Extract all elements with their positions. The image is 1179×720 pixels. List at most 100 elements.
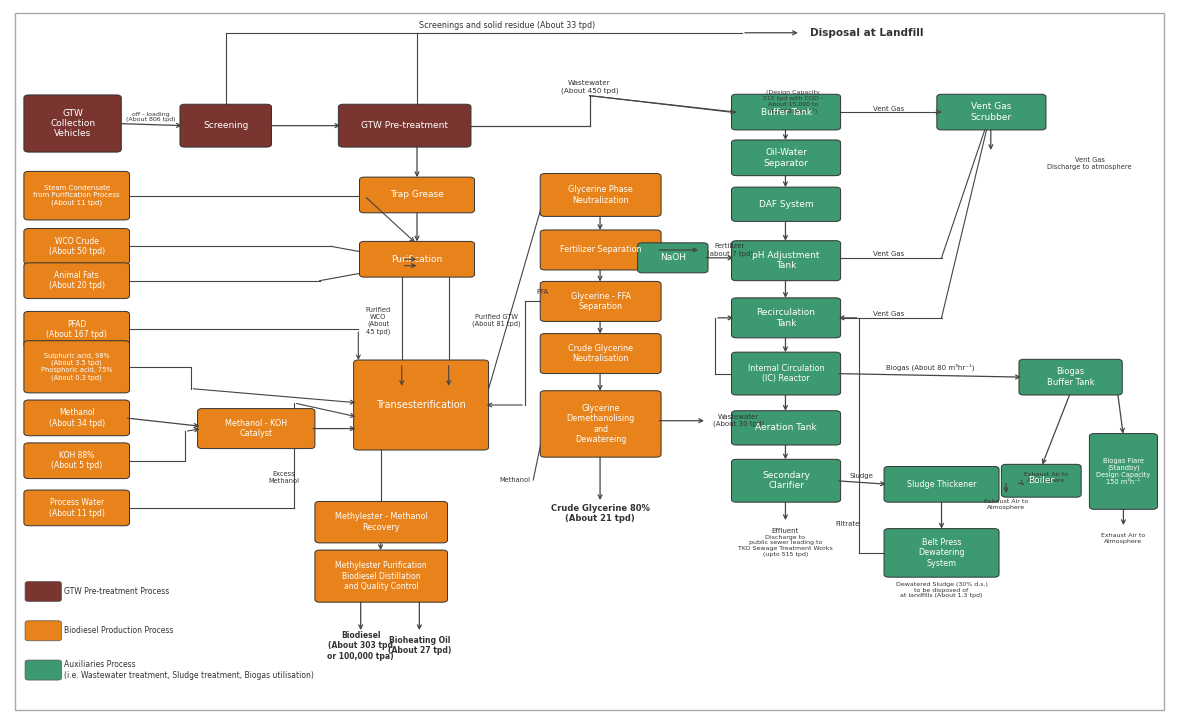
Text: Fertilizer Separation: Fertilizer Separation (560, 246, 641, 254)
Text: Biodiesel
(About 303 tpd
or 100,000 tpa): Biodiesel (About 303 tpd or 100,000 tpa) (328, 631, 394, 661)
FancyBboxPatch shape (540, 174, 661, 217)
FancyBboxPatch shape (24, 443, 130, 479)
Text: Crude Glycerine
Neutralisation: Crude Glycerine Neutralisation (568, 344, 633, 364)
FancyBboxPatch shape (937, 94, 1046, 130)
Text: Belt Press
Dewatering
System: Belt Press Dewatering System (918, 538, 964, 568)
Text: Aeration Tank: Aeration Tank (756, 423, 817, 433)
Text: Screenings and solid residue (About 33 tpd): Screenings and solid residue (About 33 t… (420, 21, 595, 30)
Text: FFA: FFA (536, 289, 548, 295)
Text: GTW Pre-treatment Process: GTW Pre-treatment Process (64, 587, 169, 596)
FancyBboxPatch shape (360, 241, 474, 277)
FancyBboxPatch shape (884, 528, 999, 577)
FancyBboxPatch shape (24, 95, 121, 152)
FancyBboxPatch shape (540, 230, 661, 270)
FancyBboxPatch shape (180, 104, 271, 147)
FancyBboxPatch shape (731, 140, 841, 176)
Text: Vent Gas: Vent Gas (874, 106, 904, 112)
FancyBboxPatch shape (315, 501, 448, 543)
Text: Glycerine Phase
Neutralization: Glycerine Phase Neutralization (568, 185, 633, 204)
Text: Vent Gas: Vent Gas (874, 251, 904, 257)
FancyBboxPatch shape (731, 459, 841, 502)
Text: Exhaust Air to
Atmosphere: Exhaust Air to Atmosphere (1101, 534, 1146, 544)
FancyBboxPatch shape (338, 104, 470, 147)
FancyBboxPatch shape (25, 582, 61, 601)
Text: Steam Condensate
from Purification Process
(About 11 tpd): Steam Condensate from Purification Proce… (33, 186, 120, 206)
Text: NaOH: NaOH (660, 253, 686, 262)
Text: Methanol - KOH
Catalyst: Methanol - KOH Catalyst (225, 419, 288, 438)
Text: Boiler: Boiler (1028, 476, 1054, 485)
Text: Purified
WCO
(About
45 tpd): Purified WCO (About 45 tpd) (365, 307, 391, 335)
Text: Purified GTW
(About 81 tpd): Purified GTW (About 81 tpd) (472, 314, 521, 328)
Text: Biogas (About 80 m³hr⁻¹): Biogas (About 80 m³hr⁻¹) (885, 364, 974, 371)
FancyBboxPatch shape (24, 490, 130, 526)
Text: Fertilizer
(about 7 tpd): Fertilizer (about 7 tpd) (707, 243, 753, 257)
Text: DAF System: DAF System (759, 199, 814, 209)
FancyBboxPatch shape (354, 360, 488, 450)
Text: GTW Pre-treatment: GTW Pre-treatment (361, 121, 448, 130)
Text: Biogas Flare
(Standby)
Design Capacity
150 m³h⁻¹: Biogas Flare (Standby) Design Capacity 1… (1096, 458, 1151, 485)
Text: Transesterification: Transesterification (376, 400, 466, 410)
Text: Effluent: Effluent (772, 528, 799, 534)
Text: Dewatered Sludge (30% d.s.)
to be disposed of
at landfills (About 1.3 tpd): Dewatered Sludge (30% d.s.) to be dispos… (896, 582, 988, 598)
Text: GTW
Collection
Vehicles: GTW Collection Vehicles (50, 109, 95, 138)
Text: Sludge: Sludge (850, 473, 874, 479)
FancyBboxPatch shape (24, 228, 130, 264)
Text: Process Water
(About 11 tpd): Process Water (About 11 tpd) (48, 498, 105, 518)
Text: Glycerine - FFA
Separation: Glycerine - FFA Separation (571, 292, 631, 311)
FancyBboxPatch shape (540, 333, 661, 374)
Text: off - loading
(About 806 tpd): off - loading (About 806 tpd) (126, 112, 176, 122)
FancyBboxPatch shape (731, 94, 841, 130)
FancyBboxPatch shape (24, 400, 130, 436)
Text: (Design Capacity
515 tpd with COD -
About 15,000 to
40,000 mg L⁻¹): (Design Capacity 515 tpd with COD - Abou… (763, 90, 823, 114)
Text: pH Adjustment
Tank: pH Adjustment Tank (752, 251, 819, 271)
Text: Filtrate: Filtrate (836, 521, 859, 527)
FancyBboxPatch shape (731, 240, 841, 281)
Text: Methanol
(About 34 tpd): Methanol (About 34 tpd) (48, 408, 105, 428)
FancyBboxPatch shape (540, 391, 661, 457)
Text: Biogas
Buffer Tank: Biogas Buffer Tank (1047, 367, 1094, 387)
Text: Wastewater
(About 450 tpd): Wastewater (About 450 tpd) (561, 81, 618, 94)
FancyBboxPatch shape (1089, 433, 1158, 509)
FancyBboxPatch shape (24, 263, 130, 299)
FancyBboxPatch shape (24, 171, 130, 220)
FancyBboxPatch shape (731, 410, 841, 445)
Text: Recirculation
Tank: Recirculation Tank (757, 308, 816, 328)
Text: Auxiliaries Process
(i.e. Wastewater treatment, Sludge treatment, Biogas utilisa: Auxiliaries Process (i.e. Wastewater tre… (64, 660, 314, 680)
FancyBboxPatch shape (198, 408, 315, 449)
Text: Secondary
Clarifier: Secondary Clarifier (762, 471, 810, 490)
FancyBboxPatch shape (731, 187, 841, 221)
Text: Wastewater
(About 30 tpd): Wastewater (About 30 tpd) (713, 414, 764, 428)
Text: Oil-Water
Separator: Oil-Water Separator (764, 148, 809, 168)
Text: Internal Circulation
(IC) Reactor: Internal Circulation (IC) Reactor (747, 364, 824, 383)
Text: Sludge Thickener: Sludge Thickener (907, 480, 976, 489)
FancyBboxPatch shape (731, 298, 841, 338)
Text: Discharge to
public sewer leading to
TKO Sewage Treatment Works
(upto 515 tpd): Discharge to public sewer leading to TKO… (738, 534, 832, 557)
FancyBboxPatch shape (1001, 464, 1081, 498)
Text: Biodiesel Production Process: Biodiesel Production Process (64, 626, 173, 635)
FancyBboxPatch shape (1019, 359, 1122, 395)
FancyBboxPatch shape (638, 243, 709, 273)
Text: Exhaust Air to
Atmosphere: Exhaust Air to Atmosphere (984, 499, 1028, 510)
Text: Disposal at Landfill: Disposal at Landfill (810, 28, 923, 37)
FancyBboxPatch shape (315, 550, 448, 602)
Text: Buffer Tank: Buffer Tank (760, 107, 811, 117)
FancyBboxPatch shape (731, 352, 841, 395)
FancyBboxPatch shape (24, 341, 130, 393)
Text: Exhaust Air to
Atmosphere: Exhaust Air to Atmosphere (1023, 472, 1068, 482)
Text: Vent Gas
Scrubber: Vent Gas Scrubber (970, 102, 1012, 122)
Text: Screening: Screening (203, 121, 249, 130)
Text: Trap Grease: Trap Grease (390, 191, 443, 199)
FancyBboxPatch shape (25, 621, 61, 641)
FancyBboxPatch shape (25, 660, 61, 680)
Text: Crude Glycerine 80%
(About 21 tpd): Crude Glycerine 80% (About 21 tpd) (551, 504, 650, 523)
Text: Methylester Purification
Biodiesel Distillation
and Quality Control: Methylester Purification Biodiesel Disti… (335, 561, 427, 591)
Text: Vent Gas
Discharge to atmosphere: Vent Gas Discharge to atmosphere (1047, 157, 1132, 170)
Text: WCO Crude
(About 50 tpd): WCO Crude (About 50 tpd) (48, 237, 105, 256)
Text: Methylester - Methanol
Recovery: Methylester - Methanol Recovery (335, 513, 428, 532)
Text: Sulphuric acid, 98%
(About 3.5 tpd)
Phosphoric acid, 75%
(About 0.3 tpd): Sulphuric acid, 98% (About 3.5 tpd) Phos… (41, 353, 112, 381)
Text: Purification: Purification (391, 255, 442, 264)
Text: Methanol: Methanol (500, 477, 531, 483)
Text: Vent Gas: Vent Gas (874, 311, 904, 318)
Text: Excess
Methanol: Excess Methanol (269, 471, 299, 484)
Text: PFAD
(About 167 tpd): PFAD (About 167 tpd) (46, 320, 107, 339)
